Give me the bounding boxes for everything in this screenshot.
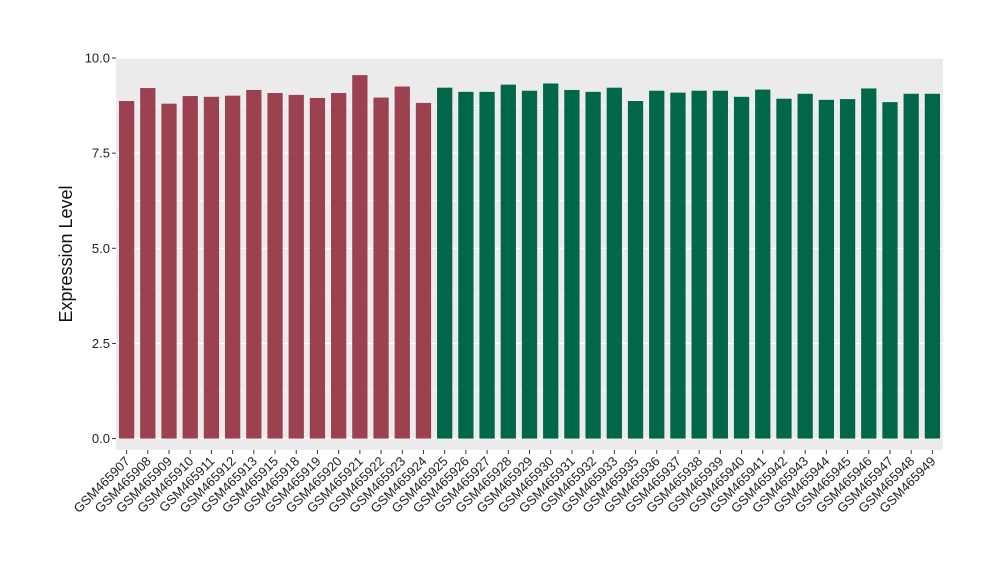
bar-GSM465909 [161,103,177,439]
bars-layer [118,75,941,439]
bar-GSM465948 [903,93,919,439]
bar-GSM465933 [606,87,622,439]
bar-GSM465911 [203,96,220,439]
y-tick-label: 10.0 [85,51,110,66]
bar-GSM465936 [649,90,665,439]
bar-GSM465908 [140,88,156,439]
y-axis-title: Expression Level [56,185,76,322]
bar-GSM465945 [839,99,856,439]
bar-GSM465928 [500,84,516,439]
bar-GSM465920 [331,93,347,439]
bar-GSM465930 [543,83,559,439]
y-axis: 0.0 2.5 5.0 7.5 10.0 [85,51,116,446]
bar-GSM465924 [415,102,432,439]
bar-GSM465915 [267,93,283,439]
bar-GSM465913 [246,89,262,439]
bar-GSM465921 [352,75,368,439]
bar-GSM465935 [627,101,644,439]
bar-GSM465912 [224,95,241,439]
bar-GSM465918 [288,94,304,439]
bar-GSM465907 [118,101,135,439]
y-tick-label: 2.5 [92,336,110,351]
bar-GSM465926 [458,91,474,439]
y-tick-label: 5.0 [92,241,110,256]
x-axis: GSM465907GSM465908GSM465909GSM465910GSM4… [70,450,939,516]
bar-GSM465927 [479,91,495,439]
bar-GSM465925 [437,87,453,439]
bar-GSM465939 [712,90,728,439]
bar-GSM465938 [691,90,707,439]
y-tick-label: 7.5 [92,146,110,161]
bar-GSM465929 [521,90,538,439]
bar-GSM465910 [182,96,198,439]
bar-GSM465944 [818,99,835,439]
bar-GSM465922 [373,97,389,439]
bar-GSM465943 [797,93,813,439]
bar-GSM465942 [776,98,792,439]
bar-GSM465931 [564,89,580,439]
bar-GSM465946 [861,88,877,439]
bar-GSM465941 [755,89,771,439]
bar-GSM465947 [882,102,898,439]
bar-GSM465923 [394,86,410,439]
y-tick-label: 0.0 [92,431,110,446]
bar-GSM465940 [733,96,750,439]
bar-GSM465932 [585,91,601,439]
bar-GSM465949 [924,93,941,439]
bar-GSM465937 [670,92,686,439]
bar-GSM465919 [309,97,326,439]
